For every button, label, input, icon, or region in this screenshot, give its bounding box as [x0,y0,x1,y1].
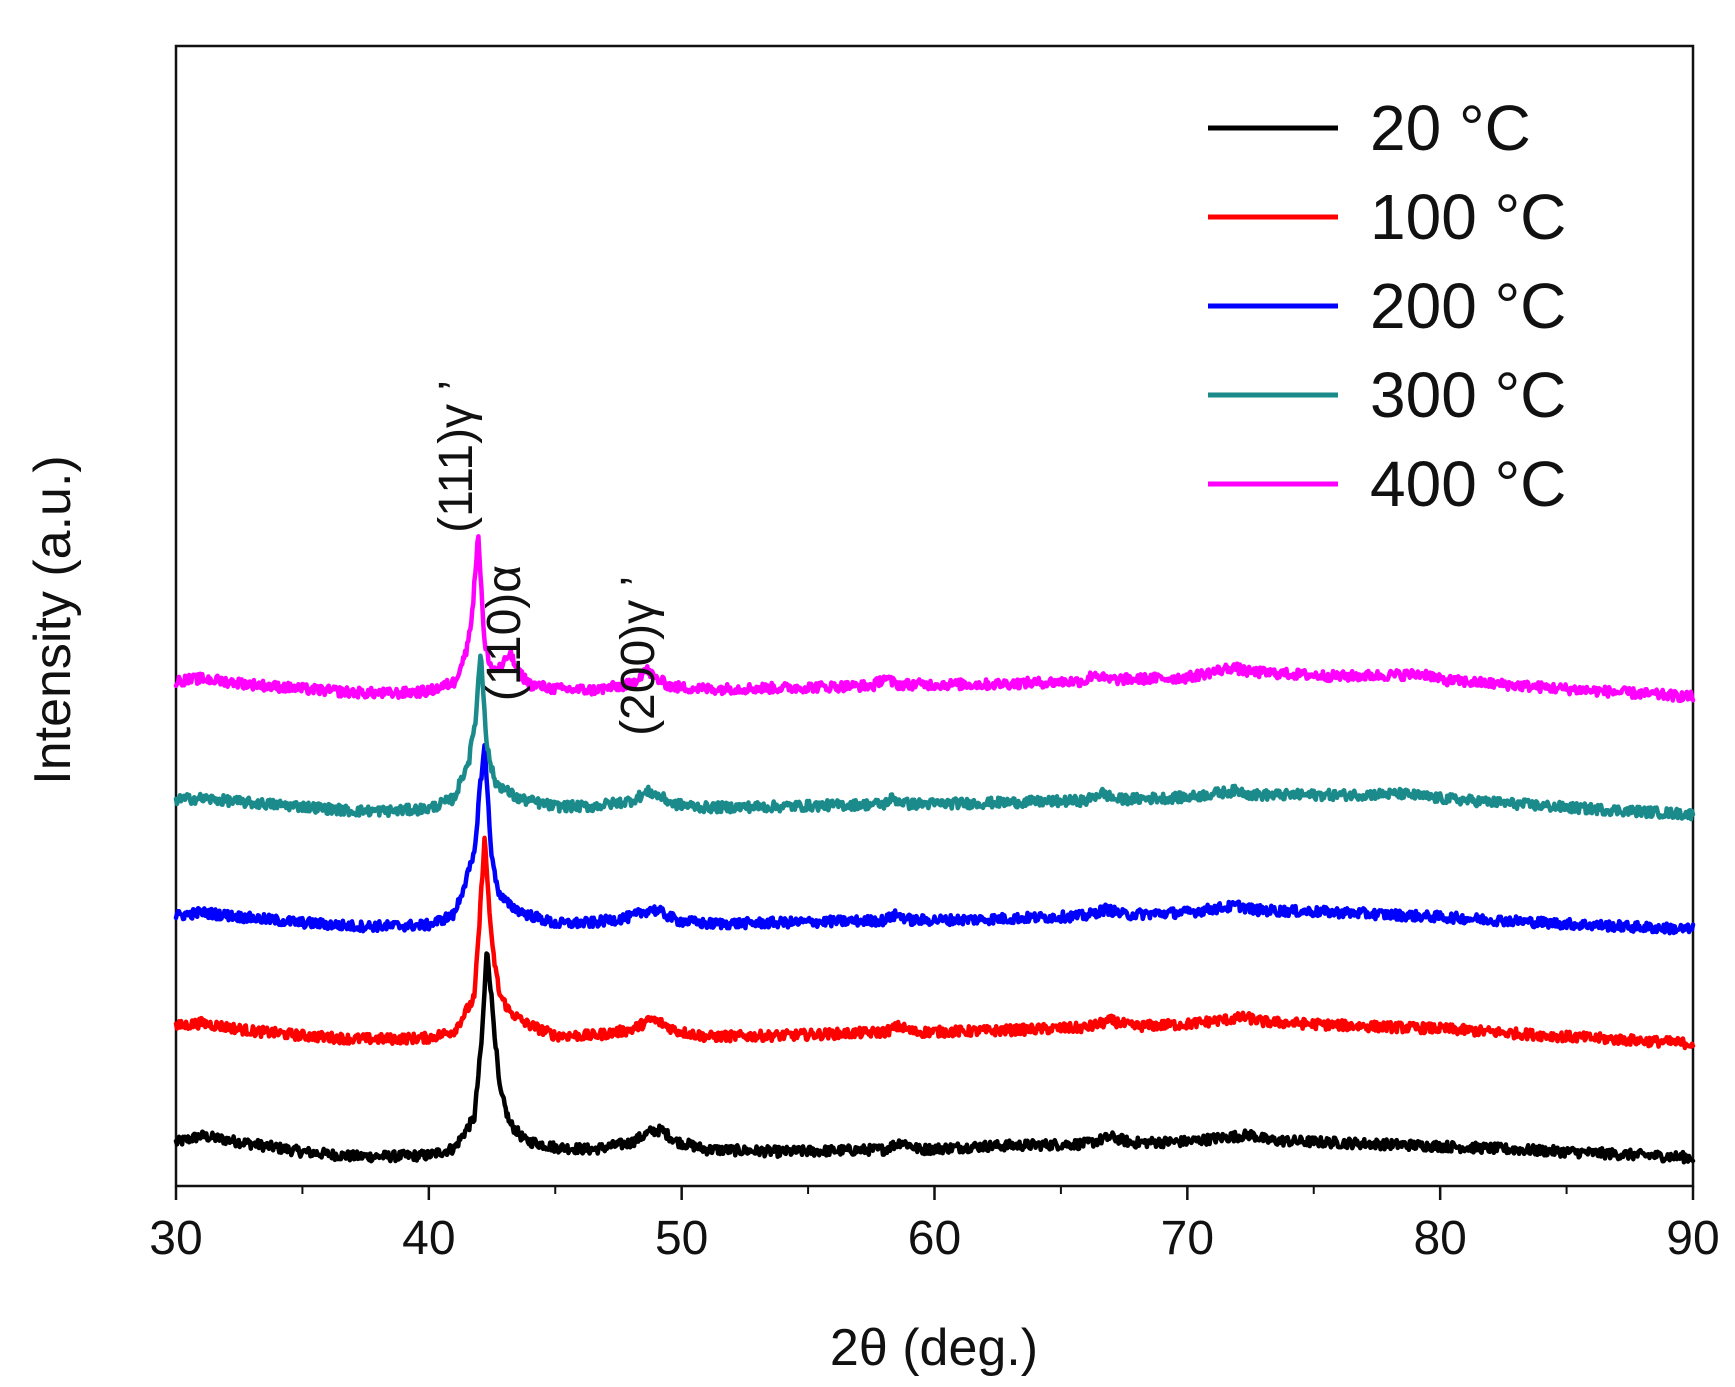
legend-label-400c: 400 °C [1370,448,1566,520]
x-tick-label: 40 [402,1212,455,1265]
legend-label-300c: 300 °C [1370,359,1566,431]
legend: 20 °C 100 °C 200 °C 300 °C 400 °C [1208,92,1566,520]
x-axis-ticks: 30 40 50 60 70 80 90 [149,1186,1720,1265]
series-layer [173,534,1696,1165]
x-tick-label: 90 [1666,1212,1719,1265]
peak-annotations: (111)γ ’ (110)α (200)γ ’ [430,380,665,736]
x-axis-title: 2θ (deg.) [830,1319,1038,1377]
peak-label-1: (111)γ ’ [430,380,483,533]
x-tick-label: 50 [655,1212,708,1265]
plot-area-frame [174,44,1695,1188]
legend-label-200c: 200 °C [1370,270,1566,342]
series-line-300c [173,653,1696,822]
legend-label-20c: 20 °C [1370,92,1531,164]
x-tick-label: 30 [149,1212,202,1265]
legend-label-100c: 100 °C [1370,181,1566,253]
x-tick-label: 60 [908,1212,961,1265]
series-line-100c [173,835,1696,1051]
x-tick-label: 80 [1413,1212,1466,1265]
series-line-200c [173,743,1696,936]
peak-label-3: (200)γ ’ [612,576,665,736]
peak-label-2: (110)α [478,565,531,701]
y-axis-title: Intensity (a.u.) [24,455,82,784]
series-line-400c [173,534,1696,704]
x-tick-label: 70 [1161,1212,1214,1265]
series-line-20c [173,951,1696,1165]
